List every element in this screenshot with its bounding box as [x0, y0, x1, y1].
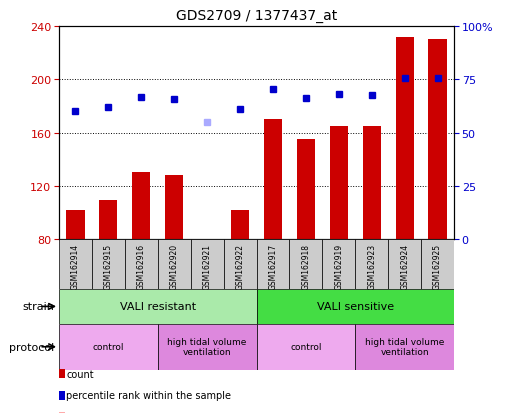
Bar [388, 240, 421, 289]
Text: value, Detection Call = ABSENT: value, Detection Call = ABSENT [66, 412, 222, 413]
Bar [224, 240, 256, 289]
Text: GSM162919: GSM162919 [334, 244, 343, 290]
Text: GSM162918: GSM162918 [301, 244, 310, 290]
Bar [231, 210, 249, 240]
Text: GSM162925: GSM162925 [433, 244, 442, 290]
Bar [158, 240, 191, 289]
Bar [355, 324, 454, 370]
Text: GSM162921: GSM162921 [203, 244, 212, 290]
Bar [396, 38, 413, 240]
Bar [289, 240, 322, 289]
Bar [92, 240, 125, 289]
Text: GSM162922: GSM162922 [235, 244, 245, 290]
Text: GSM162915: GSM162915 [104, 244, 113, 290]
Text: VALI resistant: VALI resistant [120, 301, 196, 312]
Bar [297, 140, 315, 240]
Bar [59, 240, 92, 289]
Bar [421, 240, 454, 289]
Bar [355, 240, 388, 289]
Bar [428, 40, 447, 240]
Bar [191, 240, 224, 289]
Text: control: control [290, 342, 322, 351]
Bar [165, 176, 183, 240]
Bar [256, 289, 454, 324]
Bar [264, 120, 282, 240]
Text: count: count [66, 369, 94, 379]
Bar [256, 324, 355, 370]
Text: GSM162923: GSM162923 [367, 244, 376, 290]
Bar [59, 324, 158, 370]
Bar [158, 324, 256, 370]
Text: control: control [93, 342, 124, 351]
Text: GSM162916: GSM162916 [137, 244, 146, 290]
Text: GSM162917: GSM162917 [268, 244, 278, 290]
Bar [125, 240, 158, 289]
Text: GSM162924: GSM162924 [400, 244, 409, 290]
Text: high tidal volume
ventilation: high tidal volume ventilation [167, 337, 247, 356]
Bar [59, 289, 256, 324]
Text: percentile rank within the sample: percentile rank within the sample [66, 390, 231, 400]
Bar [322, 240, 355, 289]
Text: protocol: protocol [9, 342, 54, 352]
Text: GDS2709 / 1377437_at: GDS2709 / 1377437_at [176, 9, 337, 23]
Bar [330, 126, 348, 240]
Bar [132, 173, 150, 240]
Text: VALI sensitive: VALI sensitive [317, 301, 394, 312]
Bar [66, 210, 85, 240]
Text: GSM162920: GSM162920 [170, 244, 179, 290]
Text: GSM162914: GSM162914 [71, 244, 80, 290]
Bar [256, 240, 289, 289]
Text: high tidal volume
ventilation: high tidal volume ventilation [365, 337, 444, 356]
Text: strain: strain [22, 301, 54, 312]
Bar [100, 201, 117, 240]
Bar [363, 126, 381, 240]
